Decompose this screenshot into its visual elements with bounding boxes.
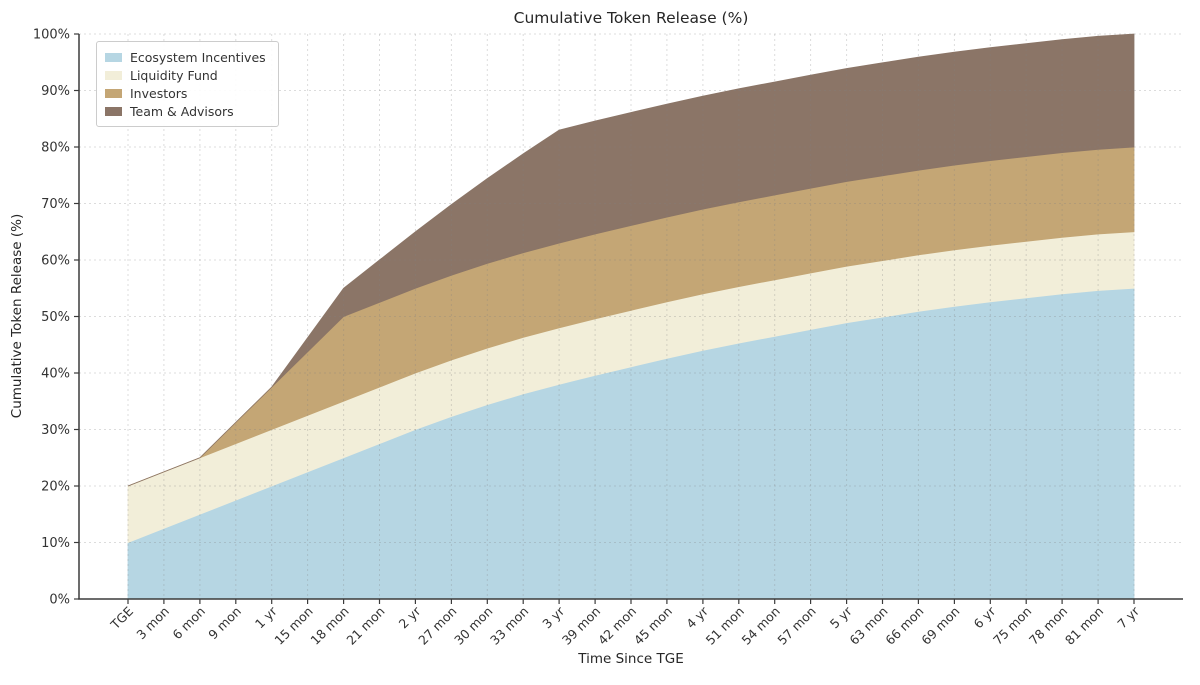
legend-swatch-team-advisors — [105, 106, 122, 116]
legend-swatch-ecosystem-incentives — [105, 52, 122, 62]
y-tick-label: 90% — [41, 84, 70, 99]
x-tick-label: 57 mon — [774, 604, 818, 648]
tick-marks — [74, 33, 1135, 604]
x-tick-label: 42 mon — [595, 604, 639, 648]
legend-label: Ecosystem Incentives — [130, 49, 266, 65]
gridlines — [79, 33, 1183, 600]
legend-item-team-advisors: Team & Advisors — [105, 102, 266, 120]
legend-label: Team & Advisors — [130, 103, 234, 119]
legend-label: Investors — [130, 85, 188, 101]
x-tick-label: 3 mon — [133, 604, 172, 643]
x-tick-label: 51 mon — [703, 604, 747, 648]
y-axis-label: Cumulative Token Release (%) — [9, 213, 25, 419]
y-tick-label: 10% — [41, 536, 70, 551]
legend-swatch-investors — [105, 88, 122, 98]
legend-label: Liquidity Fund — [130, 67, 218, 83]
x-tick-label: 3 yr — [539, 603, 568, 632]
x-tick-label: 39 mon — [559, 604, 603, 648]
area-layers — [127, 33, 1135, 600]
x-tick-label: 6 yr — [971, 603, 1000, 632]
x-tick-label: 4 yr — [683, 603, 712, 632]
y-tick-label: 70% — [41, 197, 70, 212]
legend-item-investors: Investors — [105, 84, 266, 102]
y-tick-label: 60% — [41, 254, 70, 269]
x-tick-label: 7 yr — [1114, 603, 1143, 632]
x-tick-label: 18 mon — [307, 604, 351, 648]
area-team-advisors — [127, 33, 1135, 487]
y-tick-label: 20% — [41, 480, 70, 495]
y-tick-label: 100% — [33, 28, 70, 43]
legend: Ecosystem Incentives Liquidity Fund Inve… — [96, 41, 279, 127]
x-tick-label: 27 mon — [415, 604, 459, 648]
y-tick-label: 50% — [41, 310, 70, 325]
x-tick-label: 63 mon — [846, 604, 890, 648]
x-tick-label: TGE — [107, 603, 136, 632]
y-tick-label: 0% — [49, 593, 70, 608]
x-tick-label: 54 mon — [739, 604, 783, 648]
x-tick-label: 30 mon — [451, 604, 495, 648]
x-axis-label: Time Since TGE — [578, 651, 684, 667]
x-tick-label: 66 mon — [882, 604, 926, 648]
y-tick-label: 30% — [41, 423, 70, 438]
y-tick-label: 80% — [41, 141, 70, 156]
legend-swatch-liquidity-fund — [105, 70, 122, 80]
x-tick-label: 6 mon — [169, 604, 208, 643]
x-tick-label: 15 mon — [271, 604, 315, 648]
x-tick-label: 9 mon — [205, 604, 244, 643]
chart-title: Cumulative Token Release (%) — [513, 9, 749, 27]
x-tick-label: 75 mon — [990, 604, 1034, 648]
y-tick-label: 40% — [41, 367, 70, 382]
x-tick-label: 69 mon — [918, 604, 962, 648]
legend-item-liquidity-fund: Liquidity Fund — [105, 66, 266, 84]
x-tick-label: 81 mon — [1062, 604, 1106, 648]
x-tick-label: 78 mon — [1026, 604, 1070, 648]
x-tick-label: 2 yr — [396, 603, 425, 632]
x-tick-label: 5 yr — [827, 603, 856, 632]
x-tick-label: 1 yr — [252, 603, 281, 632]
x-tick-label: 45 mon — [631, 604, 675, 648]
y-tick-labels: 0% 10% 20% 30% 40% 50% 60% 70% 80% 90% 100% — [33, 28, 70, 608]
x-tick-label: 33 mon — [487, 604, 531, 648]
x-tick-label: 21 mon — [343, 604, 387, 648]
legend-item-ecosystem-incentives: Ecosystem Incentives — [105, 48, 266, 66]
